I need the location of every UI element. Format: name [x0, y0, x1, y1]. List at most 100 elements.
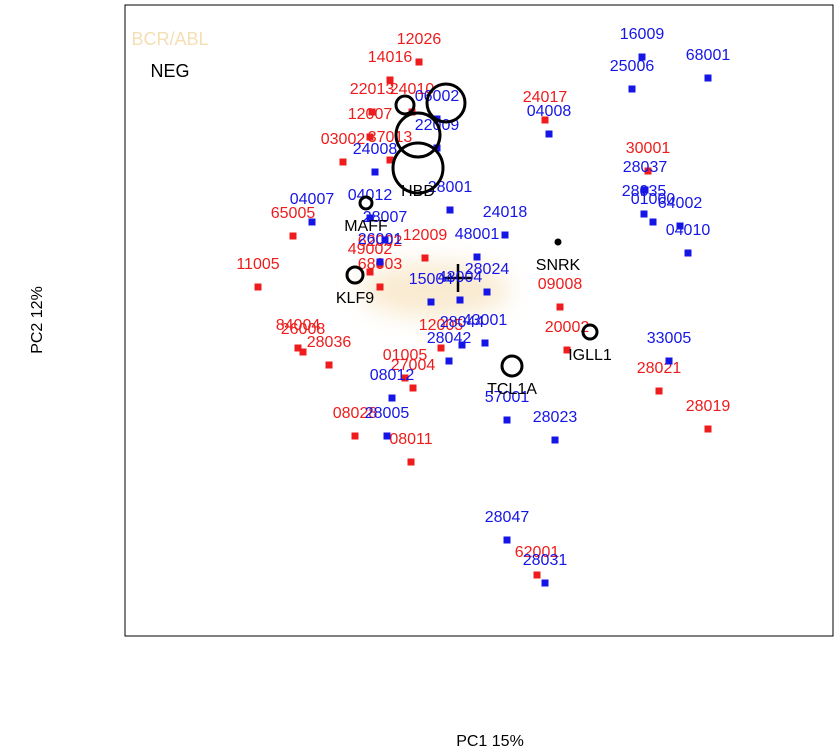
point-label: 24010: [390, 81, 435, 98]
point-label: 28019: [686, 398, 731, 415]
gene-circle: [425, 82, 467, 124]
point-label: 28042: [427, 330, 472, 347]
point-label: 16009: [620, 26, 665, 43]
point-label: 08012: [370, 367, 415, 384]
y-axis-label: PC2 12%: [29, 286, 46, 354]
gene-circle: [554, 238, 562, 246]
point: [294, 344, 302, 352]
point: [308, 218, 316, 226]
point: [638, 53, 646, 61]
point: [545, 130, 553, 138]
point-label: 62001: [515, 544, 560, 561]
gene-label: TCL1A: [487, 381, 537, 398]
point: [458, 341, 466, 349]
point-label: 24018: [483, 204, 528, 221]
point: [325, 361, 333, 369]
gene-circle: [358, 195, 374, 211]
gene-circle: [394, 94, 416, 116]
point: [427, 298, 435, 306]
point-label: 84004: [276, 317, 321, 334]
point-label: 28005: [365, 405, 410, 422]
point-label: 04008: [527, 103, 572, 120]
point: [628, 85, 636, 93]
gene-label: MAFF: [344, 218, 388, 235]
point: [388, 394, 396, 402]
point: [351, 432, 359, 440]
point: [376, 283, 384, 291]
point-label: 28023: [533, 409, 578, 426]
point-label: 20002: [545, 319, 590, 336]
point: [640, 210, 648, 218]
point-label: 25006: [610, 58, 655, 75]
plot-frame: [124, 4, 834, 637]
point-label: 28024: [465, 261, 510, 278]
point-label: 37013: [368, 129, 413, 146]
gene-label: IGLL1: [568, 347, 612, 364]
point-label: 65005: [271, 205, 316, 222]
gene-circle: [500, 354, 524, 378]
point-label: 26001: [358, 231, 403, 248]
point-label: 28035: [622, 183, 667, 200]
point-label: 68001: [686, 47, 731, 64]
point: [541, 579, 549, 587]
point: [376, 258, 384, 266]
point-label: 27004: [391, 357, 436, 374]
gene-label: SNRK: [536, 257, 581, 274]
point-label: 01000: [631, 191, 676, 208]
point: [383, 432, 391, 440]
point-label: 43001: [463, 312, 508, 329]
point: [381, 236, 389, 244]
point-label: 12009: [403, 227, 448, 244]
point: [704, 74, 712, 82]
point: [473, 253, 481, 261]
point: [556, 303, 564, 311]
point-label: 04007: [290, 191, 335, 208]
point-label: 12007: [348, 106, 393, 123]
point: [366, 268, 374, 276]
point: [563, 346, 571, 354]
point: [437, 344, 445, 352]
point-label: 01005: [383, 347, 428, 364]
center-cross: [444, 264, 472, 292]
point: [541, 116, 549, 124]
point-label: 08011: [389, 431, 432, 448]
point: [551, 436, 559, 444]
point-label: 28031: [523, 552, 568, 569]
point: [503, 416, 511, 424]
point-label: 12005: [419, 317, 464, 334]
point-label: 30001: [626, 140, 671, 157]
point-label: 04010: [666, 222, 711, 239]
point: [483, 288, 491, 296]
point: [446, 206, 454, 214]
point: [386, 76, 394, 84]
point: [503, 536, 511, 544]
point: [368, 108, 376, 116]
point: [533, 571, 541, 579]
point-label: 14016: [368, 49, 413, 66]
point: [456, 296, 464, 304]
point-label: 15004: [409, 271, 454, 288]
point-label: 28007: [363, 209, 408, 226]
point: [665, 357, 673, 365]
point: [289, 232, 297, 240]
point: [501, 231, 509, 239]
point-label: 28044: [440, 314, 485, 331]
point: [676, 222, 684, 230]
point: [371, 168, 379, 176]
point: [445, 357, 453, 365]
x-axis-label: PC1 15%: [456, 733, 524, 750]
point-label: 24017: [523, 89, 568, 106]
legend-entry: BCR/ABL: [131, 29, 208, 49]
gene-label: KLF9: [336, 290, 374, 307]
point: [254, 283, 262, 291]
point: [684, 249, 692, 257]
point-label: 08028: [333, 405, 378, 422]
point-label: 48001: [455, 226, 500, 243]
point-label: 28047: [485, 509, 530, 526]
point: [401, 374, 409, 382]
point: [655, 387, 663, 395]
gene-label: HBD: [401, 183, 435, 200]
